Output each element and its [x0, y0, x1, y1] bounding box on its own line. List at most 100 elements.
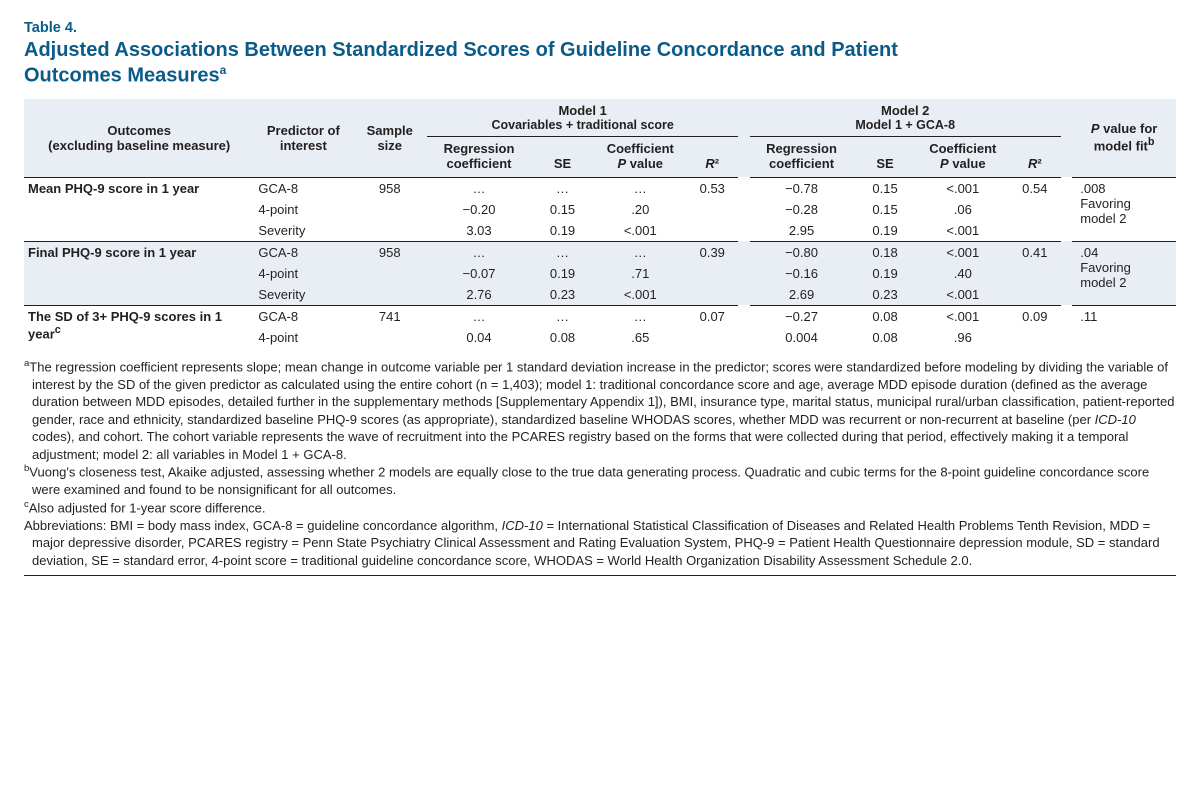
- predictor-cell: 4-point: [254, 263, 352, 284]
- m1-rc: …: [427, 177, 531, 199]
- m1-r2: 0.39: [686, 241, 738, 305]
- col-m1-r2: R²: [686, 136, 738, 177]
- outcome-cell: The SD of 3+ PHQ-9 scores in 1 yearc: [24, 305, 254, 348]
- footnote-c: cAlso adjusted for 1-year score differen…: [24, 499, 1176, 517]
- table-title: Adjusted Associations Between Standardiz…: [24, 38, 1176, 89]
- m2-se: 0.19: [853, 263, 916, 284]
- table-row: Final PHQ-9 score in 1 yearGCA-8958………0.…: [24, 241, 1176, 263]
- col-sample: Sample size: [352, 99, 427, 178]
- sample-cell: 958: [352, 177, 427, 241]
- footnotes: aThe regression coefficient represents s…: [24, 358, 1176, 577]
- title-sup: a: [220, 63, 227, 77]
- m1-rc: …: [427, 241, 531, 263]
- m1-p: …: [594, 305, 686, 327]
- m2-p: <.001: [917, 177, 1009, 199]
- fit-cell: .11: [1072, 305, 1176, 348]
- title-line-1: Adjusted Associations Between Standardiz…: [24, 39, 898, 61]
- m2-p: <.001: [917, 284, 1009, 306]
- fit-cell: .008 Favoring model 2: [1072, 177, 1176, 241]
- table-body: Mean PHQ-9 score in 1 yearGCA-8958………0.5…: [24, 177, 1176, 348]
- title-line-2: Outcomes Measures: [24, 65, 220, 87]
- table-row: The SD of 3+ PHQ-9 scores in 1 yearcGCA-…: [24, 305, 1176, 327]
- outcome-cell: Final PHQ-9 score in 1 year: [24, 241, 254, 305]
- m1-p: …: [594, 177, 686, 199]
- col-outcomes: Outcomes (excluding baseline measure): [24, 99, 254, 178]
- m1-rc: 0.04: [427, 327, 531, 348]
- predictor-cell: GCA-8: [254, 177, 352, 199]
- m1-se: 0.08: [531, 327, 594, 348]
- m2-p: .96: [917, 327, 1009, 348]
- m2-se: 0.19: [853, 220, 916, 242]
- fit-cell: .04 Favoring model 2: [1072, 241, 1176, 305]
- m2-p: .06: [917, 199, 1009, 220]
- m1-r2: 0.53: [686, 177, 738, 241]
- m1-p: …: [594, 241, 686, 263]
- results-table: Outcomes (excluding baseline measure) Pr…: [24, 99, 1176, 348]
- m1-p: <.001: [594, 220, 686, 242]
- predictor-cell: GCA-8: [254, 305, 352, 327]
- footnote-a: aThe regression coefficient represents s…: [24, 358, 1176, 464]
- m1-rc: −0.07: [427, 263, 531, 284]
- m1-p: .65: [594, 327, 686, 348]
- m2-se: 0.23: [853, 284, 916, 306]
- predictor-cell: 4-point: [254, 327, 352, 348]
- m1-se: 0.23: [531, 284, 594, 306]
- m2-r2: 0.09: [1009, 305, 1061, 348]
- col-model1: Model 1 Covariables + traditional score: [427, 99, 738, 137]
- sample-cell: 741: [352, 305, 427, 348]
- m2-p: <.001: [917, 305, 1009, 327]
- m1-se: …: [531, 241, 594, 263]
- m2-rc: −0.27: [750, 305, 854, 327]
- table-head: Outcomes (excluding baseline measure) Pr…: [24, 99, 1176, 178]
- col-m1-p: CoefficientP value: [594, 136, 686, 177]
- footnote-abbrev: Abbreviations: BMI = body mass index, GC…: [24, 517, 1176, 570]
- m1-p: .71: [594, 263, 686, 284]
- footnote-b: bVuong's closeness test, Akaike adjusted…: [24, 463, 1176, 498]
- m2-r2: 0.54: [1009, 177, 1061, 241]
- col-m1-se: SE: [531, 136, 594, 177]
- table-number: Table 4.: [24, 20, 1176, 36]
- col-fit: P value formodel fitb: [1072, 99, 1176, 178]
- sample-cell: 958: [352, 241, 427, 305]
- m1-rc: −0.20: [427, 199, 531, 220]
- col-m2-p: CoefficientP value: [917, 136, 1009, 177]
- m2-p: <.001: [917, 241, 1009, 263]
- predictor-cell: 4-point: [254, 199, 352, 220]
- m2-se: 0.15: [853, 199, 916, 220]
- m1-se: 0.15: [531, 199, 594, 220]
- col-m1-rc: Regression coefficient: [427, 136, 531, 177]
- predictor-cell: Severity: [254, 220, 352, 242]
- m1-se: 0.19: [531, 220, 594, 242]
- col-model2: Model 2 Model 1 + GCA-8: [750, 99, 1061, 137]
- m2-se: 0.08: [853, 327, 916, 348]
- predictor-cell: Severity: [254, 284, 352, 306]
- m1-p: .20: [594, 199, 686, 220]
- m2-se: 0.08: [853, 305, 916, 327]
- col-m2-se: SE: [853, 136, 916, 177]
- m2-rc: 2.95: [750, 220, 854, 242]
- col-predictor: Predictor of interest: [254, 99, 352, 178]
- col-m2-rc: Regression coefficient: [750, 136, 854, 177]
- table-row: Mean PHQ-9 score in 1 yearGCA-8958………0.5…: [24, 177, 1176, 199]
- col-m2-r2: R²: [1009, 136, 1061, 177]
- m1-se: 0.19: [531, 263, 594, 284]
- m1-rc: …: [427, 305, 531, 327]
- m2-se: 0.18: [853, 241, 916, 263]
- predictor-cell: GCA-8: [254, 241, 352, 263]
- m2-rc: 2.69: [750, 284, 854, 306]
- m2-rc: 0.004: [750, 327, 854, 348]
- m2-rc: −0.78: [750, 177, 854, 199]
- m2-rc: −0.80: [750, 241, 854, 263]
- outcome-cell: Mean PHQ-9 score in 1 year: [24, 177, 254, 241]
- m1-rc: 3.03: [427, 220, 531, 242]
- m2-rc: −0.28: [750, 199, 854, 220]
- m1-rc: 2.76: [427, 284, 531, 306]
- m2-se: 0.15: [853, 177, 916, 199]
- m2-p: <.001: [917, 220, 1009, 242]
- m2-rc: −0.16: [750, 263, 854, 284]
- m1-se: …: [531, 177, 594, 199]
- m1-r2: 0.07: [686, 305, 738, 348]
- m2-p: .40: [917, 263, 1009, 284]
- m1-p: <.001: [594, 284, 686, 306]
- m1-se: …: [531, 305, 594, 327]
